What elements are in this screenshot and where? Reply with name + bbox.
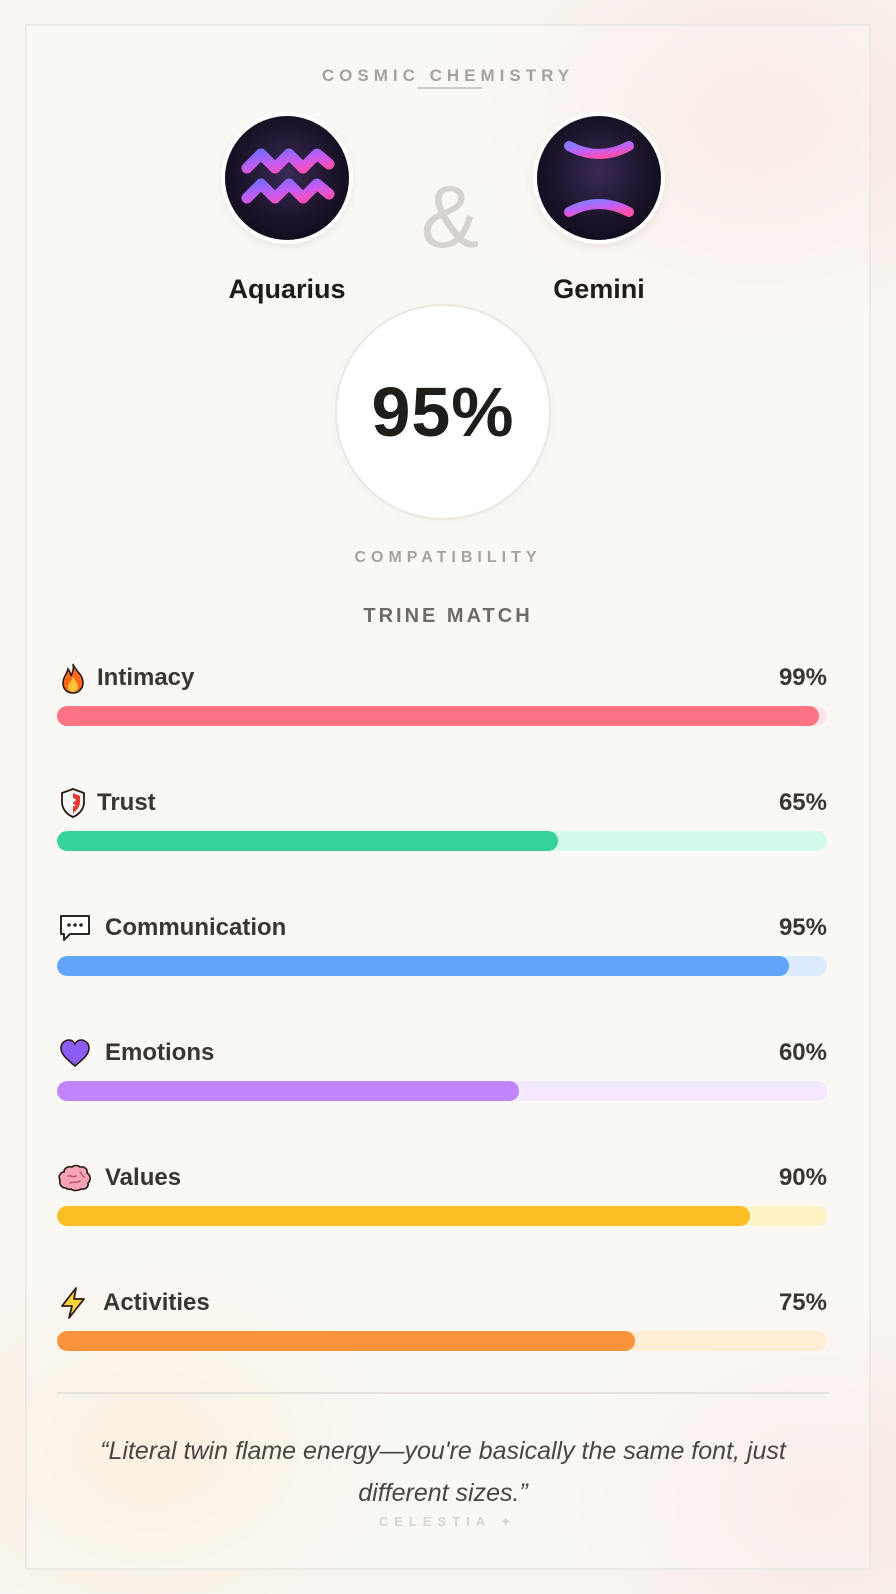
compatibility-card: COSMIC CHEMISTRY Aquarius & xyxy=(25,24,871,1570)
metric-value: 65% xyxy=(778,789,827,816)
metric-communication: Communication 95% xyxy=(57,912,829,976)
progress-fill xyxy=(57,706,820,726)
progress-fill xyxy=(57,956,789,976)
metric-label: Values xyxy=(105,1164,182,1191)
metric-label: Activities xyxy=(103,1289,210,1316)
progress-track xyxy=(57,706,827,726)
shield-icon xyxy=(57,787,89,819)
aquarius-glyph-icon xyxy=(225,116,349,240)
heart-icon xyxy=(57,1037,93,1069)
metric-activities: Activities 75% xyxy=(57,1287,829,1351)
progress-fill xyxy=(57,1206,750,1226)
compatibility-score: 95% xyxy=(371,373,515,451)
speech-bubble-icon xyxy=(57,912,93,944)
sign-name-gemini: Gemini xyxy=(553,274,645,304)
metric-value: 60% xyxy=(778,1039,827,1066)
metric-label: Emotions xyxy=(105,1039,215,1066)
metric-intimacy: Intimacy 99% xyxy=(57,662,829,726)
match-type: TRINE MATCH xyxy=(363,605,533,627)
metric-label: Communication xyxy=(105,914,287,941)
lightning-icon xyxy=(57,1287,89,1319)
metric-value: 75% xyxy=(778,1289,827,1316)
metric-value: 99% xyxy=(778,664,827,691)
score-circle: 95% xyxy=(335,304,551,520)
metric-label: Intimacy xyxy=(97,664,195,691)
card-title: COSMIC CHEMISTRY xyxy=(321,66,575,85)
progress-fill xyxy=(57,1081,519,1101)
metric-trust: Trust 65% xyxy=(57,787,829,851)
metric-label: Trust xyxy=(97,789,156,816)
brain-icon xyxy=(57,1162,93,1194)
metric-value: 90% xyxy=(778,1164,827,1191)
progress-track xyxy=(57,956,827,976)
ampersand: & xyxy=(420,167,480,266)
metric-values: Values 90% xyxy=(57,1162,829,1226)
metric-value: 95% xyxy=(778,914,827,941)
sign-name-aquarius: Aquarius xyxy=(228,274,346,304)
sign-aquarius: Aquarius xyxy=(167,116,407,305)
fire-icon xyxy=(57,662,89,694)
divider xyxy=(57,1392,829,1394)
compatibility-label: COMPATIBILITY xyxy=(354,549,542,566)
title-underline xyxy=(418,87,482,89)
progress-track xyxy=(57,1331,827,1351)
brand-watermark: CELESTIA ✦ xyxy=(378,1514,518,1529)
compatibility-quote: “Literal twin flame energy—you're basica… xyxy=(100,1437,786,1507)
progress-track xyxy=(57,1081,827,1101)
sign-gemini: Gemini xyxy=(479,116,719,305)
progress-fill xyxy=(57,1331,635,1351)
progress-track xyxy=(57,1206,827,1226)
metric-emotions: Emotions 60% xyxy=(57,1037,829,1101)
gemini-glyph-icon xyxy=(537,116,661,240)
progress-track xyxy=(57,831,827,851)
progress-fill xyxy=(57,831,558,851)
